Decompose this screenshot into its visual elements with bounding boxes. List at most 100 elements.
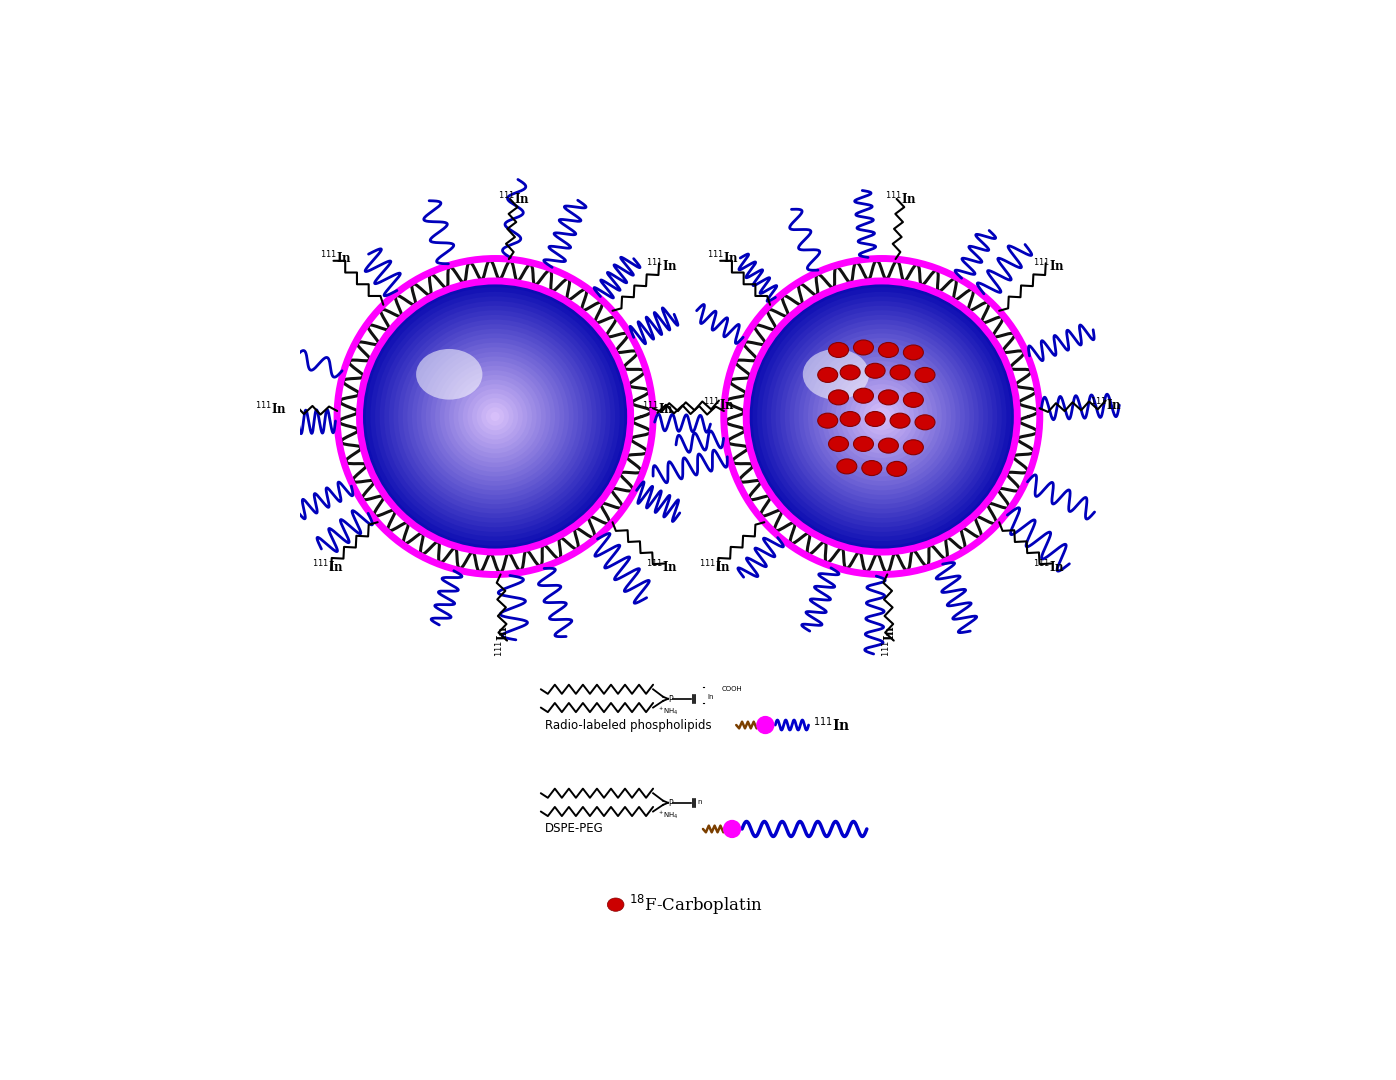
Ellipse shape — [818, 414, 838, 428]
Circle shape — [859, 393, 905, 440]
Circle shape — [757, 716, 775, 734]
Circle shape — [815, 350, 948, 483]
Circle shape — [475, 395, 517, 437]
Circle shape — [476, 399, 514, 435]
Text: $^{111}$In: $^{111}$In — [812, 716, 850, 734]
Text: In: In — [708, 693, 713, 700]
Circle shape — [752, 287, 1011, 545]
Text: $^+$NH$_4$: $^+$NH$_4$ — [658, 810, 678, 822]
Ellipse shape — [840, 411, 860, 427]
Circle shape — [840, 375, 923, 458]
Circle shape — [378, 300, 611, 532]
Text: $^+$NH$_4$: $^+$NH$_4$ — [658, 706, 678, 717]
Circle shape — [704, 238, 1061, 595]
Text: Radio-labeled phospholipids: Radio-labeled phospholipids — [544, 718, 712, 731]
Circle shape — [402, 324, 588, 509]
Circle shape — [437, 359, 553, 475]
Ellipse shape — [607, 897, 624, 912]
Ellipse shape — [886, 461, 907, 476]
Ellipse shape — [853, 436, 874, 451]
Circle shape — [780, 315, 983, 518]
Ellipse shape — [840, 411, 860, 427]
Text: $^{111}$In: $^{111}$In — [646, 258, 678, 274]
Circle shape — [762, 297, 1002, 537]
Circle shape — [376, 297, 616, 537]
Circle shape — [491, 413, 500, 420]
Circle shape — [785, 320, 979, 513]
Text: $^{111}$In: $^{111}$In — [498, 191, 530, 207]
Circle shape — [398, 320, 592, 513]
Circle shape — [441, 363, 549, 471]
Ellipse shape — [866, 411, 885, 427]
Text: $^{111}$In: $^{111}$In — [646, 558, 678, 575]
Circle shape — [840, 375, 923, 458]
Circle shape — [868, 403, 896, 430]
Text: n: n — [697, 798, 702, 805]
Circle shape — [462, 383, 528, 449]
Circle shape — [450, 370, 542, 462]
Circle shape — [470, 392, 521, 442]
Circle shape — [836, 370, 928, 462]
Circle shape — [466, 388, 524, 446]
Ellipse shape — [818, 367, 838, 382]
Ellipse shape — [878, 438, 899, 454]
Circle shape — [426, 348, 564, 486]
Text: $^{18}$F-Carboplatin: $^{18}$F-Carboplatin — [630, 892, 762, 917]
Circle shape — [440, 361, 550, 472]
Text: $^{111}$In: $^{111}$In — [881, 624, 898, 657]
Ellipse shape — [840, 365, 860, 380]
Circle shape — [482, 403, 510, 430]
Text: $^{111}$In: $^{111}$In — [1033, 258, 1065, 274]
Circle shape — [483, 404, 508, 429]
Text: $^{111}$In: $^{111}$In — [1033, 558, 1065, 575]
Circle shape — [370, 292, 620, 541]
Text: $^{111}$In: $^{111}$In — [313, 558, 345, 575]
Circle shape — [822, 356, 942, 476]
Ellipse shape — [861, 460, 882, 475]
Ellipse shape — [914, 367, 935, 382]
Circle shape — [831, 366, 933, 468]
Ellipse shape — [836, 459, 857, 474]
Circle shape — [845, 379, 919, 454]
Ellipse shape — [914, 415, 935, 430]
Circle shape — [366, 287, 624, 545]
Text: $^{111}$In: $^{111}$In — [885, 191, 917, 207]
Ellipse shape — [891, 414, 910, 428]
Text: P: P — [669, 694, 673, 704]
Circle shape — [776, 310, 988, 523]
Ellipse shape — [829, 390, 849, 405]
Circle shape — [769, 305, 994, 529]
Circle shape — [745, 280, 1018, 553]
Circle shape — [389, 310, 602, 523]
Circle shape — [444, 366, 546, 468]
Ellipse shape — [829, 342, 849, 357]
Circle shape — [725, 259, 1039, 573]
Ellipse shape — [891, 414, 910, 428]
Circle shape — [394, 315, 596, 518]
Text: COOH: COOH — [722, 686, 743, 692]
Ellipse shape — [866, 363, 885, 378]
Ellipse shape — [866, 411, 885, 427]
Circle shape — [458, 379, 532, 454]
Ellipse shape — [818, 414, 838, 428]
Circle shape — [863, 399, 900, 435]
Circle shape — [422, 342, 570, 490]
Circle shape — [853, 388, 910, 446]
Ellipse shape — [416, 349, 483, 400]
Ellipse shape — [886, 461, 907, 476]
Ellipse shape — [878, 342, 899, 357]
Text: $^{111}$In: $^{111}$In — [708, 249, 738, 266]
Ellipse shape — [416, 349, 483, 400]
Circle shape — [403, 325, 586, 508]
Circle shape — [408, 329, 582, 503]
Circle shape — [429, 350, 561, 483]
Ellipse shape — [853, 340, 874, 355]
Circle shape — [789, 324, 974, 509]
Circle shape — [420, 341, 570, 491]
Circle shape — [849, 384, 914, 449]
Text: $^{111}$In: $^{111}$In — [1090, 396, 1122, 413]
Circle shape — [490, 411, 500, 421]
Ellipse shape — [840, 365, 860, 380]
Text: $^{111}$In: $^{111}$In — [255, 401, 286, 417]
Text: $^{111}$In: $^{111}$In — [642, 401, 673, 417]
